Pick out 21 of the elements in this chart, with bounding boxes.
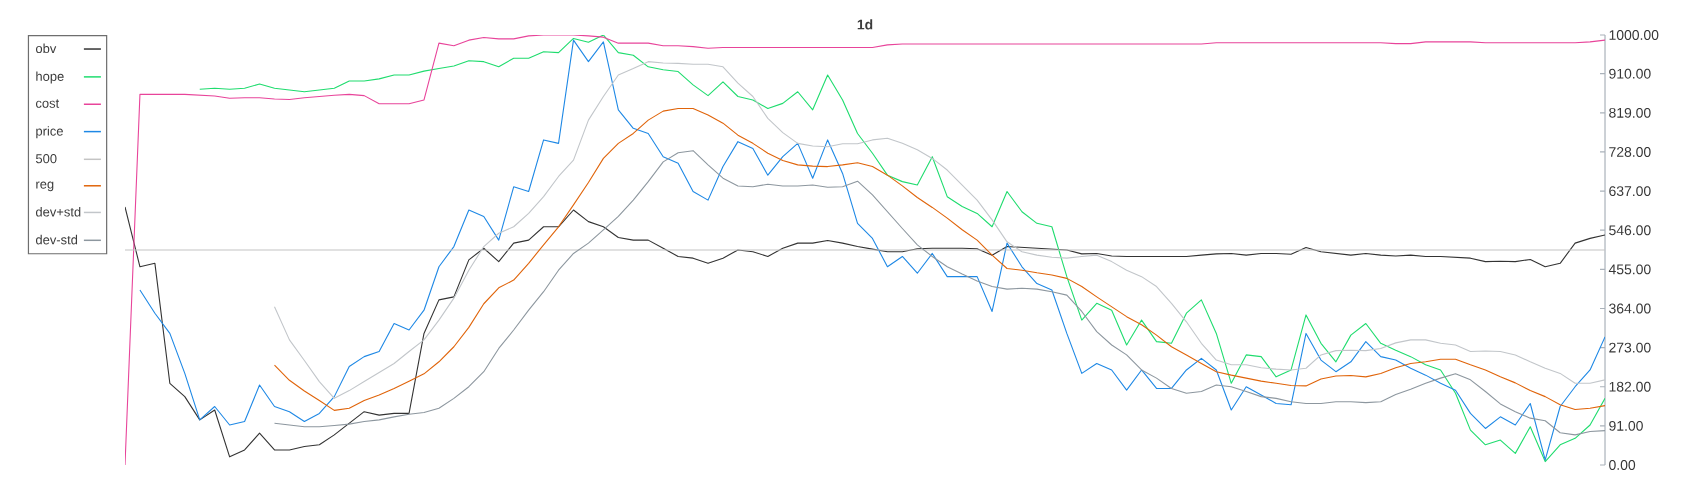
y-tick-label: 546.00: [1609, 225, 1651, 236]
y-tick-label: 637.00: [1609, 186, 1651, 197]
y-tick-label: 819.00: [1609, 107, 1651, 118]
legend-label: hope: [36, 71, 64, 84]
legend-label: obv: [35, 43, 57, 54]
chart-title: 1d: [857, 19, 873, 30]
y-tick-label: 1000.00: [1609, 30, 1659, 40]
legend-label: price: [36, 126, 63, 139]
y-tick-label: 273.00: [1609, 342, 1651, 353]
y-tick-label: 364.00: [1609, 303, 1651, 314]
legend-label: dev-std: [35, 234, 78, 245]
y-tick-label: 728.00: [1609, 147, 1651, 157]
legend-label: 500: [35, 154, 57, 164]
y-tick-label: 182.00: [1609, 381, 1651, 392]
legend-label: dev+std: [35, 207, 81, 217]
y-tick-label: 91.00: [1609, 420, 1643, 431]
legend-label: reg: [36, 181, 54, 192]
y-tick-label: 0.00: [1609, 460, 1636, 470]
y-tick-label: 910.00: [1609, 68, 1651, 79]
legend-label: cost: [35, 99, 60, 108]
y-tick-label: 455.00: [1608, 264, 1651, 275]
